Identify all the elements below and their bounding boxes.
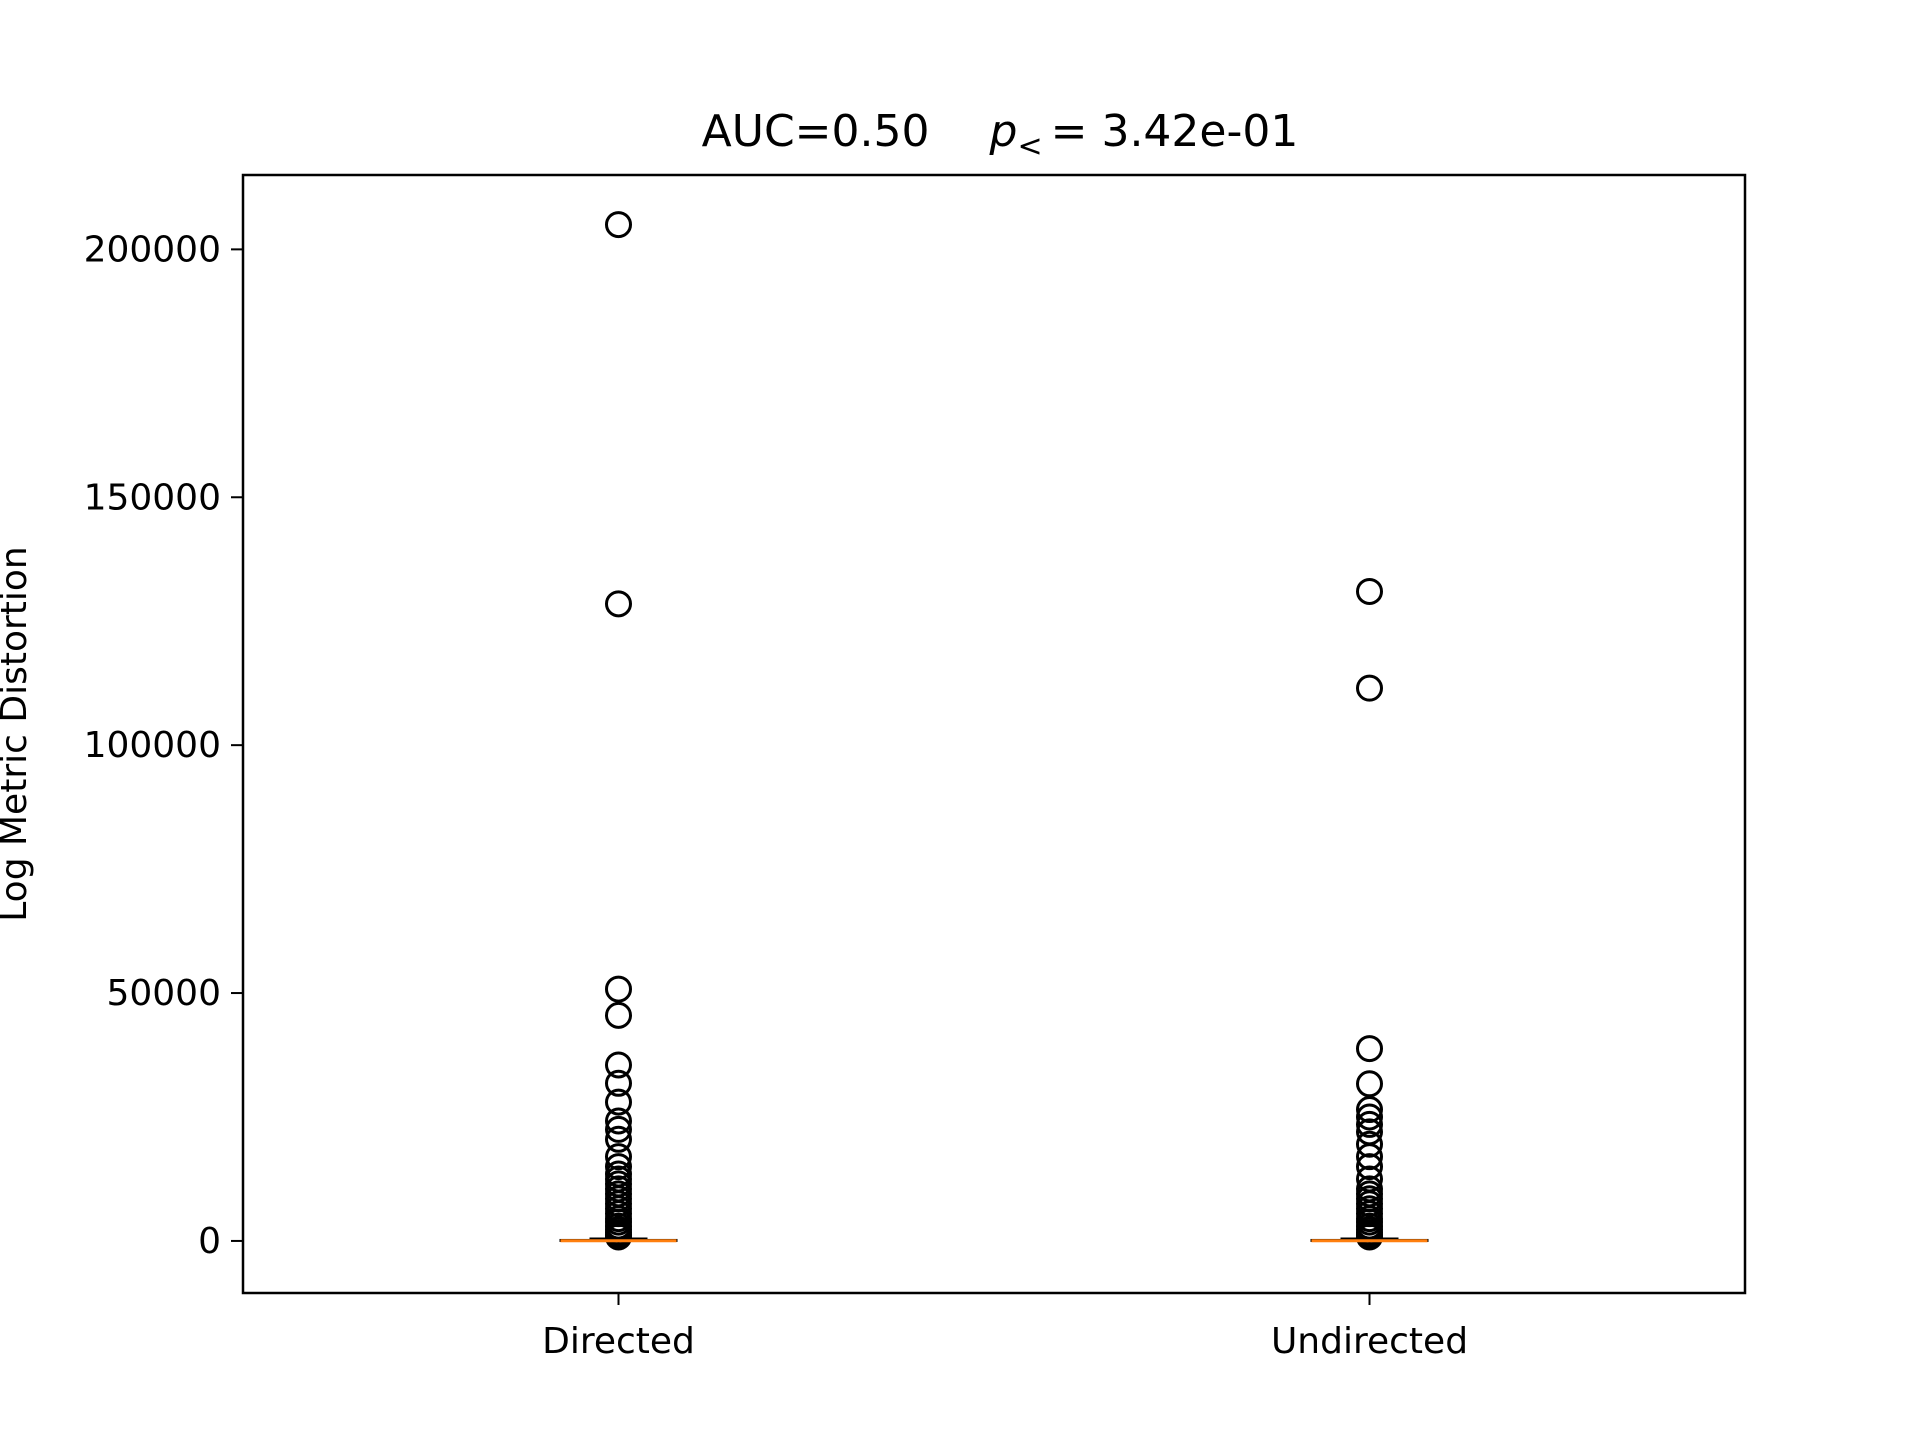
title-p-symbol: p — [989, 106, 1018, 157]
y-tick-label: 0 — [198, 1221, 221, 1262]
flier-point — [605, 1051, 632, 1079]
flier-point — [605, 975, 632, 1003]
flier-point — [605, 1143, 632, 1171]
y-tick-label: 150000 — [84, 477, 221, 518]
flier-point — [1356, 1110, 1383, 1138]
x-tick-label: Directed — [542, 1321, 695, 1362]
flier-point — [605, 211, 632, 239]
y-axis-label: Log Metric Distortion — [0, 546, 35, 922]
box-group — [559, 211, 678, 1251]
y-tick-label: 200000 — [84, 229, 221, 270]
box-group — [1310, 577, 1429, 1251]
flier-point — [605, 1107, 632, 1135]
flier-point — [605, 1223, 632, 1251]
y-axis: 0 50000 100000 150000 200000 — [84, 229, 243, 1262]
flier-point — [605, 1069, 632, 1097]
flier-point — [1356, 1035, 1383, 1063]
title-p-value: = 3.42e-01 — [1051, 106, 1299, 157]
flier-point — [1356, 1130, 1383, 1158]
flier-point — [605, 590, 632, 618]
flier-point — [1356, 1143, 1383, 1171]
flier-point — [1356, 1096, 1383, 1124]
flier-point — [605, 1001, 632, 1029]
flier-point — [1356, 1103, 1383, 1131]
flier-point — [605, 1153, 632, 1181]
flier-point — [605, 1088, 632, 1116]
title-p-subscript: < — [1017, 129, 1042, 164]
x-tick-label: Undirected — [1271, 1321, 1468, 1362]
flier-point — [1356, 1070, 1383, 1098]
flier-point — [1356, 1153, 1383, 1181]
title-auc: AUC=0.50 — [702, 106, 930, 157]
y-tick-label: 50000 — [106, 973, 221, 1014]
plot-area — [559, 211, 1429, 1251]
flier-point — [605, 1125, 632, 1153]
flier-point — [605, 1115, 632, 1143]
x-axis: Directed Undirected — [542, 1293, 1468, 1362]
chart-title: AUC=0.50 p< = 3.42e-01 — [702, 106, 1299, 164]
flier-point — [1356, 1223, 1383, 1251]
flier-point — [1356, 674, 1383, 702]
y-tick-label: 100000 — [84, 725, 221, 766]
flier-point — [1356, 577, 1383, 605]
axes-frame — [241, 173, 1747, 1295]
